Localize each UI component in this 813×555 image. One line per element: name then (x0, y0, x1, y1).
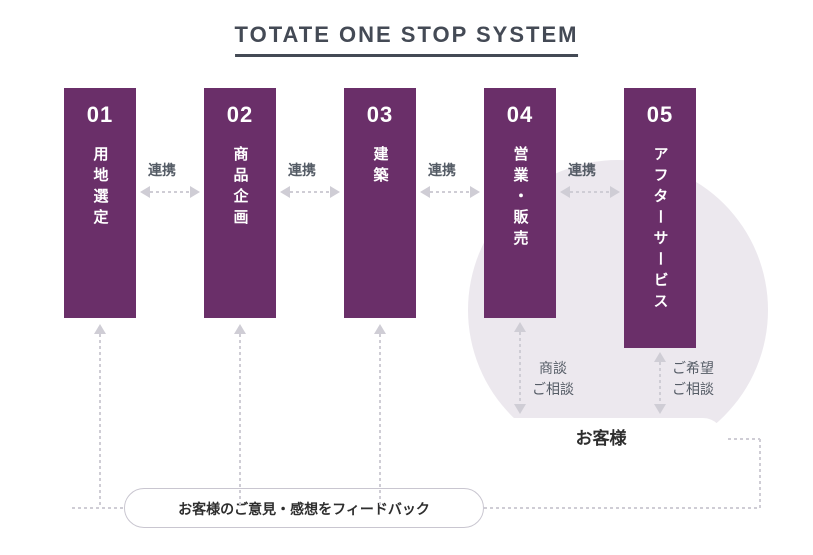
step-box-03: 03 建築 (344, 88, 416, 318)
arrow-up-icon (374, 324, 386, 334)
arrow-left-icon (420, 186, 430, 198)
step-label: アフターサービス (650, 146, 671, 314)
customer-pill: お客様 (478, 418, 724, 460)
feedback-connector (379, 334, 381, 508)
arrow-down-icon (654, 404, 666, 414)
feedback-pill: お客様のご意見・感想をフィードバック (124, 488, 484, 528)
step-box-01: 01 用地選定 (64, 88, 136, 318)
step-number: 04 (484, 102, 556, 128)
connector (150, 191, 190, 193)
feedback-connector (759, 439, 761, 508)
arrow-right-icon (190, 186, 200, 198)
arrow-left-icon (560, 186, 570, 198)
arrow-up-icon (514, 322, 526, 332)
arrow-up-icon (654, 352, 666, 362)
diagram-stage: TOTATE ONE STOP SYSTEM 01 用地選定 02 商品企画 03 建築 04… (0, 0, 813, 555)
step-number: 05 (624, 102, 696, 128)
step-box-02: 02 商品企画 (204, 88, 276, 318)
arrow-up-icon (94, 324, 106, 334)
arrow-down-icon (514, 404, 526, 414)
feedback-connector (484, 507, 760, 509)
arrow-left-icon (280, 186, 290, 198)
step-label: 商品企画 (230, 146, 251, 230)
arrow-up-icon (234, 324, 246, 334)
step-box-04: 04 営業・販売 (484, 88, 556, 318)
connector (430, 191, 470, 193)
diagram-title: TOTATE ONE STOP SYSTEM (235, 22, 579, 57)
connector (519, 332, 521, 404)
step-label: 建築 (370, 146, 391, 188)
link-label: 連携 (428, 160, 456, 180)
step-number: 03 (344, 102, 416, 128)
arrow-right-icon (470, 186, 480, 198)
down-label: ご希望ご相談 (672, 358, 714, 400)
connector (290, 191, 330, 193)
link-label: 連携 (288, 160, 316, 180)
feedback-connector (728, 438, 760, 440)
connector (570, 191, 610, 193)
down-label: 商談ご相談 (532, 358, 574, 400)
link-label: 連携 (568, 160, 596, 180)
link-label: 連携 (148, 160, 176, 180)
step-label: 営業・販売 (510, 146, 531, 251)
arrow-left-icon (140, 186, 150, 198)
feedback-connector (72, 507, 124, 509)
step-number: 01 (64, 102, 136, 128)
arrow-right-icon (610, 186, 620, 198)
step-number: 02 (204, 102, 276, 128)
step-label: 用地選定 (90, 146, 111, 230)
feedback-connector (99, 334, 101, 508)
arrow-right-icon (330, 186, 340, 198)
connector (659, 362, 661, 404)
step-box-05: 05 アフターサービス (624, 88, 696, 348)
feedback-connector (239, 334, 241, 508)
